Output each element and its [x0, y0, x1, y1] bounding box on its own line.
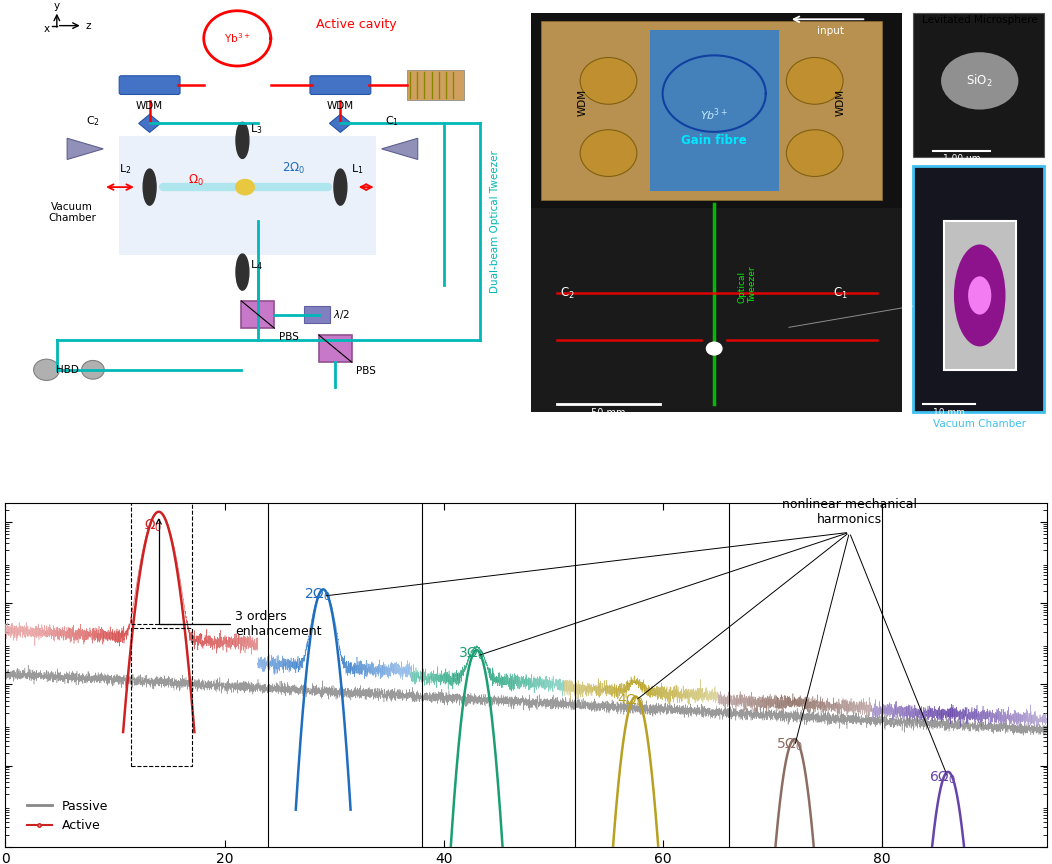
- Text: nonlinear mechanical
harmonics: nonlinear mechanical harmonics: [782, 498, 917, 526]
- Text: $2\Omega_0$: $2\Omega_0$: [304, 587, 331, 603]
- Bar: [913, 166, 1045, 412]
- Text: Optical
Tweezer: Optical Tweezer: [737, 266, 756, 303]
- Text: C$_2$: C$_2$: [560, 286, 574, 301]
- Text: 1.00 μm: 1.00 μm: [943, 154, 980, 163]
- Text: Dual-beam Optical Tweezer: Dual-beam Optical Tweezer: [490, 149, 500, 293]
- Text: Yb$^{3+}$: Yb$^{3+}$: [701, 106, 728, 124]
- Bar: [531, 208, 903, 412]
- Text: x: x: [44, 24, 50, 34]
- Text: Gain fibre: Gain fibre: [682, 134, 747, 147]
- Text: Vacuum
Chamber: Vacuum Chamber: [48, 202, 96, 224]
- Text: HBD: HBD: [56, 365, 79, 375]
- Text: PBS: PBS: [356, 365, 376, 376]
- Ellipse shape: [968, 276, 991, 314]
- Text: 50 mm: 50 mm: [591, 408, 626, 418]
- Text: $5\Omega_0$: $5\Omega_0$: [775, 737, 803, 753]
- Text: y: y: [54, 1, 60, 10]
- Text: $\Omega_0$: $\Omega_0$: [144, 518, 162, 534]
- Bar: [329, 114, 351, 132]
- Text: WDM: WDM: [327, 101, 353, 111]
- Text: L$_4$: L$_4$: [250, 257, 263, 271]
- Ellipse shape: [236, 123, 249, 158]
- Text: z: z: [85, 21, 90, 30]
- Bar: [542, 22, 882, 200]
- Text: $4\Omega_0$: $4\Omega_0$: [616, 692, 644, 708]
- Ellipse shape: [954, 245, 1006, 346]
- Ellipse shape: [942, 52, 1018, 110]
- Bar: [944, 221, 1016, 370]
- Polygon shape: [67, 138, 103, 160]
- Text: WDM: WDM: [835, 88, 846, 116]
- Text: 10 mm: 10 mm: [933, 408, 965, 417]
- Text: Active cavity: Active cavity: [316, 18, 397, 31]
- Text: L$_3$: L$_3$: [250, 122, 263, 136]
- Text: 3 orders
enhancement: 3 orders enhancement: [157, 519, 322, 638]
- Text: $\lambda$/2: $\lambda$/2: [332, 308, 350, 321]
- Bar: [531, 13, 903, 412]
- Bar: [132, 493, 191, 625]
- Polygon shape: [119, 137, 377, 255]
- Text: input: input: [816, 26, 844, 35]
- Circle shape: [580, 58, 636, 105]
- Ellipse shape: [333, 169, 347, 205]
- Circle shape: [787, 130, 843, 176]
- Bar: [139, 114, 161, 132]
- Text: Vacuum Chamber: Vacuum Chamber: [933, 419, 1026, 429]
- Circle shape: [787, 58, 843, 105]
- Bar: [913, 13, 1045, 157]
- Text: L$_1$: L$_1$: [350, 162, 363, 176]
- Text: $2\Omega_0$: $2\Omega_0$: [282, 161, 305, 175]
- Legend: Passive, Active: Passive, Active: [22, 795, 114, 837]
- Text: C$_1$: C$_1$: [833, 286, 848, 301]
- Text: b: b: [521, 0, 533, 4]
- Text: SiO$_2$: SiO$_2$: [967, 73, 993, 89]
- FancyBboxPatch shape: [319, 335, 351, 362]
- Text: C$_2$: C$_2$: [86, 114, 100, 128]
- Text: C$_1$: C$_1$: [385, 114, 399, 128]
- Text: a: a: [0, 0, 7, 4]
- FancyBboxPatch shape: [407, 70, 464, 100]
- FancyBboxPatch shape: [119, 76, 180, 94]
- Polygon shape: [382, 138, 418, 160]
- Text: WDM: WDM: [136, 101, 163, 111]
- Text: $\Omega_0$: $\Omega_0$: [188, 173, 204, 188]
- Text: $3\Omega_0$: $3\Omega_0$: [458, 646, 485, 663]
- Text: L$_2$: L$_2$: [119, 162, 132, 176]
- FancyBboxPatch shape: [310, 76, 370, 94]
- Text: $6\Omega_0$: $6\Omega_0$: [929, 769, 956, 785]
- Ellipse shape: [236, 254, 249, 290]
- Text: Levitated Microsphere: Levitated Microsphere: [922, 15, 1037, 25]
- Text: PBS: PBS: [279, 332, 299, 341]
- FancyBboxPatch shape: [241, 301, 275, 328]
- Bar: [132, 627, 191, 766]
- Circle shape: [707, 342, 722, 355]
- Text: WDM: WDM: [578, 88, 588, 116]
- Circle shape: [34, 359, 59, 380]
- FancyBboxPatch shape: [304, 306, 330, 323]
- Ellipse shape: [143, 169, 156, 205]
- Text: Yb$^{3+}$: Yb$^{3+}$: [224, 31, 250, 45]
- Bar: [650, 30, 778, 191]
- Circle shape: [236, 180, 255, 194]
- Circle shape: [82, 360, 104, 379]
- Circle shape: [580, 130, 636, 176]
